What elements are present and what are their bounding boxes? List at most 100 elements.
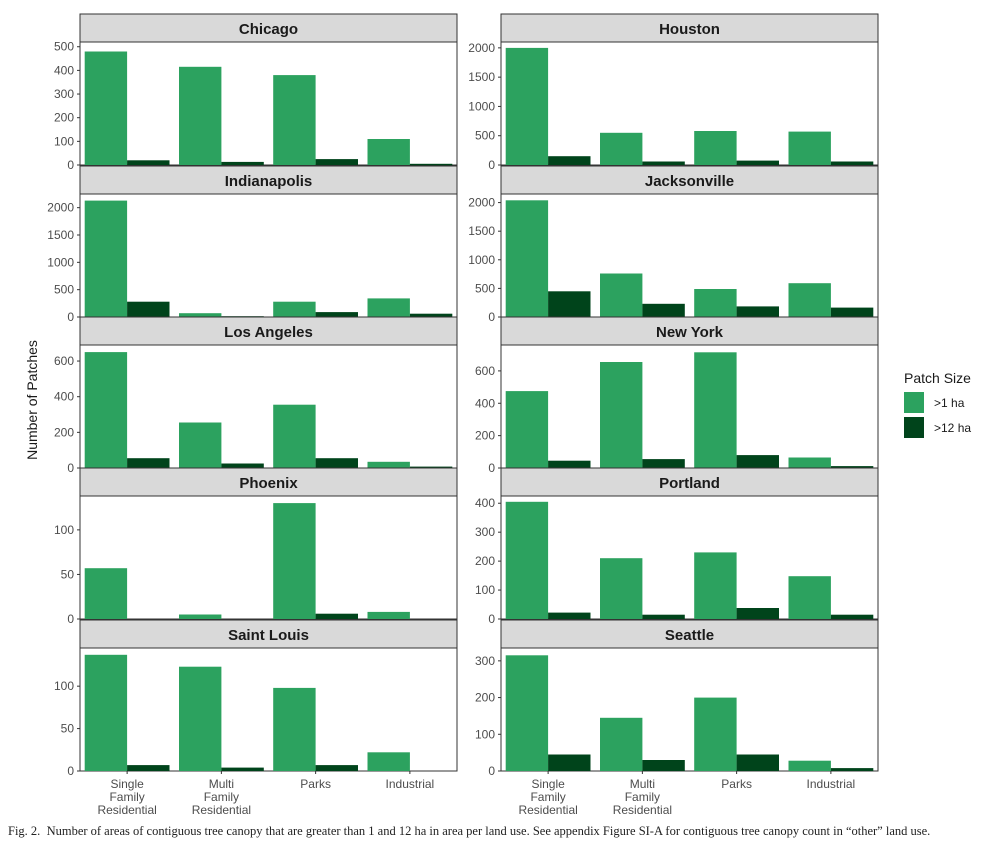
bar-new-york-gt12ha-1 xyxy=(548,460,591,468)
bar-houston-gt12ha-4 xyxy=(830,161,874,165)
y-tick-label-chicago-200: 200 xyxy=(54,111,74,125)
y-tick-label-los-angeles-200: 200 xyxy=(54,425,74,439)
bar-indianapolis-gt12ha-1 xyxy=(127,301,170,317)
bar-seattle-gt1ha-1 xyxy=(505,655,549,771)
y-tick-label-indianapolis-500: 500 xyxy=(54,283,74,297)
bar-chicago-gt12ha-3 xyxy=(315,159,358,165)
bar-new-york-gt12ha-4 xyxy=(830,466,874,468)
facet-title-new-york: New York xyxy=(656,324,724,341)
y-tick-label-chicago-300: 300 xyxy=(54,87,74,101)
bar-chicago-gt12ha-4 xyxy=(409,163,453,166)
panel-border-phoenix xyxy=(79,495,458,620)
bar-los-angeles-gt12ha-3 xyxy=(315,458,358,468)
bar-portland-gt1ha-1 xyxy=(505,501,549,619)
bar-houston-gt1ha-3 xyxy=(694,131,737,165)
x-tick-label-seattle-3-line1: Parks xyxy=(721,777,752,791)
panel-border-chicago xyxy=(79,41,458,166)
bar-indianapolis-gt1ha-4 xyxy=(367,298,410,317)
x-tick-label-saint-louis-2-line2: Family xyxy=(204,790,239,804)
bar-saint-louis-gt1ha-1 xyxy=(84,654,128,771)
y-tick-label-saint-louis-100: 100 xyxy=(54,679,74,693)
bar-indianapolis-gt12ha-3 xyxy=(315,312,358,317)
legend-swatch-1 xyxy=(904,392,924,413)
panel-border-houston xyxy=(500,41,879,166)
bar-chicago-gt1ha-4 xyxy=(367,139,410,165)
bar-portland-gt12ha-3 xyxy=(736,608,779,619)
bar-los-angeles-gt1ha-1 xyxy=(84,352,128,468)
bar-indianapolis-gt1ha-2 xyxy=(179,313,222,317)
bar-jacksonville-gt1ha-2 xyxy=(600,273,643,317)
bar-los-angeles-gt12ha-4 xyxy=(409,466,453,469)
bar-indianapolis-gt12ha-4 xyxy=(409,313,453,317)
y-tick-label-indianapolis-1500: 1500 xyxy=(47,228,74,242)
facet-title-los-angeles: Los Angeles xyxy=(224,324,313,341)
bar-houston-gt1ha-1 xyxy=(505,47,549,165)
bar-saint-louis-gt12ha-2 xyxy=(221,767,264,771)
bar-new-york-gt1ha-4 xyxy=(788,457,831,468)
x-tick-label-saint-louis-2-line1: Multi xyxy=(209,777,234,791)
bar-los-angeles-gt1ha-3 xyxy=(273,404,316,468)
facet-strip-phoenix xyxy=(79,467,458,497)
bar-phoenix-gt1ha-3 xyxy=(273,503,316,619)
bar-new-york-gt12ha-3 xyxy=(736,455,779,468)
bar-jacksonville-gt1ha-1 xyxy=(505,200,549,317)
x-tick-label-seattle-1-line1: Single xyxy=(531,777,565,791)
bar-saint-louis-gt12ha-3 xyxy=(315,765,358,771)
y-tick-label-new-york-200: 200 xyxy=(475,429,495,443)
bar-portland-gt1ha-2 xyxy=(600,558,643,619)
bar-portland-gt12ha-1 xyxy=(548,612,591,619)
y-tick-label-portland-200: 200 xyxy=(475,554,495,568)
x-tick-label-saint-louis-4-line1: Industrial xyxy=(386,777,435,791)
bar-houston-gt12ha-3 xyxy=(736,160,779,165)
bar-jacksonville-gt1ha-3 xyxy=(694,289,737,317)
legend-label-2: >12 ha xyxy=(934,421,971,435)
bar-portland-gt1ha-3 xyxy=(694,552,737,619)
bar-seattle-gt12ha-1 xyxy=(548,754,591,771)
y-tick-label-portland-100: 100 xyxy=(475,583,495,597)
y-tick-label-portland-0: 0 xyxy=(488,612,495,626)
x-tick-label-seattle-1-line3: Residential xyxy=(518,803,577,817)
bar-houston-gt12ha-2 xyxy=(642,161,685,165)
facet-title-portland: Portland xyxy=(659,475,720,492)
facet-title-seattle: Seattle xyxy=(665,627,714,644)
y-tick-label-houston-500: 500 xyxy=(475,129,495,143)
x-tick-label-saint-louis-3-line1: Parks xyxy=(300,777,331,791)
bar-portland-gt12ha-2 xyxy=(642,614,685,619)
y-tick-label-portland-400: 400 xyxy=(475,496,495,510)
y-tick-label-indianapolis-2000: 2000 xyxy=(47,201,74,215)
panel-border-los-angeles xyxy=(79,344,458,469)
y-tick-label-new-york-400: 400 xyxy=(475,396,495,410)
bar-phoenix-gt12ha-3 xyxy=(315,613,358,619)
facet-strip-new-york xyxy=(500,316,879,346)
y-tick-label-los-angeles-0: 0 xyxy=(67,461,74,475)
x-tick-label-saint-louis-2-line3: Residential xyxy=(192,803,251,817)
figure-caption: Fig. 2. Number of areas of contiguous tr… xyxy=(8,822,993,840)
facet-strip-jacksonville xyxy=(500,165,879,195)
x-tick-label-seattle-4-line1: Industrial xyxy=(807,777,856,791)
y-tick-label-jacksonville-2000: 2000 xyxy=(468,196,495,210)
x-tick-label-seattle-2-line2: Family xyxy=(625,790,660,804)
bar-los-angeles-gt12ha-1 xyxy=(127,458,170,468)
bar-seattle-gt1ha-4 xyxy=(788,760,831,771)
facet-strip-los-angeles xyxy=(79,316,458,346)
legend-swatch-2 xyxy=(904,417,924,438)
y-tick-label-houston-1500: 1500 xyxy=(468,70,495,84)
bar-chicago-gt12ha-1 xyxy=(127,160,170,165)
bar-saint-louis-gt1ha-3 xyxy=(273,687,316,771)
facet-title-indianapolis: Indianapolis xyxy=(225,173,313,190)
bar-chicago-gt1ha-2 xyxy=(179,66,222,165)
facet-strip-saint-louis xyxy=(79,619,458,649)
y-tick-label-houston-1000: 1000 xyxy=(468,99,495,113)
bar-saint-louis-gt12ha-1 xyxy=(127,765,170,771)
y-tick-label-indianapolis-0: 0 xyxy=(67,310,74,324)
y-tick-label-chicago-500: 500 xyxy=(54,40,74,54)
x-tick-label-saint-louis-1-line2: Family xyxy=(109,790,144,804)
y-tick-label-los-angeles-400: 400 xyxy=(54,390,74,404)
facet-title-chicago: Chicago xyxy=(239,21,298,38)
bar-chicago-gt1ha-1 xyxy=(84,51,128,165)
y-tick-label-phoenix-0: 0 xyxy=(67,612,74,626)
bar-seattle-gt1ha-3 xyxy=(694,697,737,771)
bar-saint-louis-gt1ha-2 xyxy=(179,666,222,771)
y-tick-label-chicago-100: 100 xyxy=(54,134,74,148)
y-tick-label-seattle-0: 0 xyxy=(488,764,495,778)
